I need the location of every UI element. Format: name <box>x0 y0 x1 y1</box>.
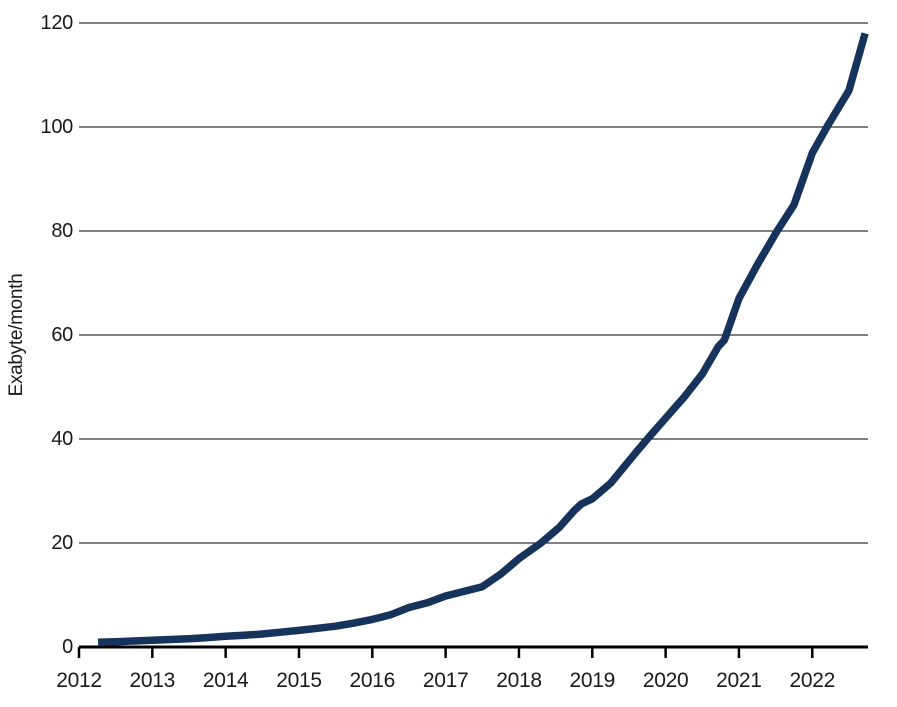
y-tick-label: 60 <box>51 324 73 346</box>
x-tick-label: 2015 <box>276 669 322 692</box>
x-tick-label: 2012 <box>56 669 102 692</box>
y-tick-label: 100 <box>41 116 74 138</box>
x-tick-label: 2019 <box>570 669 616 692</box>
x-tick-label: 2014 <box>203 669 249 692</box>
x-tick-label: 2020 <box>643 669 689 692</box>
y-tick-label: 40 <box>51 428 73 450</box>
y-tick-label: 0 <box>62 636 73 658</box>
x-tick-label: 2017 <box>423 669 469 692</box>
y-axis-title: Exabyte/month <box>6 274 27 397</box>
x-tick-label: 2021 <box>716 669 762 692</box>
data-line-mobile-data-traffic <box>97 32 869 647</box>
x-tick-label: 2022 <box>790 669 836 692</box>
x-tick-label: 2018 <box>496 669 542 692</box>
y-tick-label: 20 <box>51 532 73 554</box>
y-tick-label: 120 <box>41 12 74 34</box>
x-tick-label: 2013 <box>130 669 176 692</box>
x-tick-label: 2016 <box>350 669 396 692</box>
y-tick-label: 80 <box>51 220 73 242</box>
